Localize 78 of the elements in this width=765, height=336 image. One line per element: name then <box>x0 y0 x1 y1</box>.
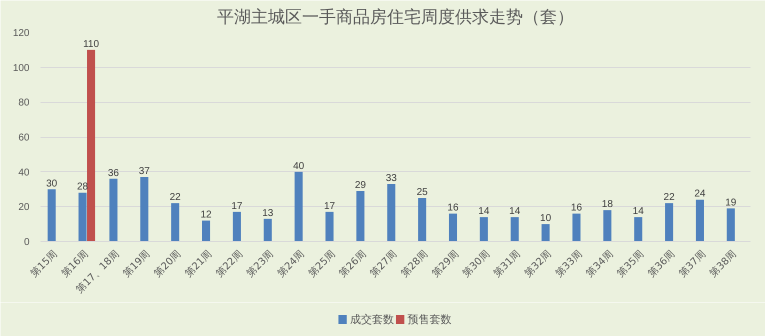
data-label: 14 <box>632 206 644 218</box>
y-tick-label: 40 <box>18 167 30 178</box>
bar <box>264 218 272 242</box>
bar <box>603 210 612 242</box>
data-label: 29 <box>354 180 366 191</box>
x-tick-label: 第32周 <box>522 248 554 280</box>
data-label: 24 <box>694 188 706 200</box>
bar <box>232 212 241 242</box>
x-tick-label: 第31周 <box>491 248 523 280</box>
x-tick-label: 第25周 <box>306 248 338 280</box>
y-tick-label: 80 <box>18 98 30 109</box>
data-label: 36 <box>108 168 120 179</box>
x-tick-label: 第15周 <box>28 248 60 280</box>
bar <box>448 214 458 242</box>
legend-label: 预售套数 <box>408 313 452 326</box>
x-tick-label: 第28周 <box>398 248 430 280</box>
data-label: 30 <box>46 178 58 190</box>
bar <box>480 217 488 242</box>
data-label: 14 <box>509 206 521 218</box>
data-label: 16 <box>570 202 582 214</box>
data-label: 110 <box>83 38 100 50</box>
data-label: 17 <box>324 200 336 212</box>
legend-label: 成交套数 <box>350 313 394 326</box>
bar <box>510 217 519 242</box>
x-tick-label: 第26周 <box>336 248 369 280</box>
bar <box>572 214 581 242</box>
x-tick-label: 第29周 <box>429 248 462 280</box>
data-label: 12 <box>200 210 212 221</box>
data-label: 14 <box>478 206 490 218</box>
bar <box>171 203 180 242</box>
x-tick-label: 第19周 <box>120 248 152 280</box>
bar <box>78 192 87 242</box>
chart-title: 平湖主城区一手商品房住宅周度供求走势（套） <box>217 8 574 28</box>
bar <box>387 184 396 242</box>
x-tick-label: 第22周 <box>213 248 246 280</box>
x-tick-label: 第36周 <box>646 248 678 280</box>
x-tick-label: 第38周 <box>707 248 739 280</box>
data-label: 33 <box>386 173 398 184</box>
bar <box>542 224 550 242</box>
data-label: 13 <box>262 208 274 219</box>
x-tick-label: 第21周 <box>182 248 214 280</box>
data-label: 37 <box>138 166 150 178</box>
bar <box>356 190 364 242</box>
x-tick-label: 第37周 <box>676 248 708 280</box>
x-tick-label: 第24周 <box>275 248 307 280</box>
y-tick-label: 0 <box>24 237 30 248</box>
bar <box>140 177 148 242</box>
bar <box>665 203 674 242</box>
bar <box>696 200 704 242</box>
bar <box>325 212 334 242</box>
x-tick-label: 第33周 <box>552 248 585 280</box>
bar <box>202 220 210 242</box>
bar <box>294 172 303 242</box>
x-tick-label: 第23周 <box>244 248 276 280</box>
x-tick-label: 第34周 <box>584 248 616 280</box>
data-label: 10 <box>540 213 552 224</box>
y-tick-label: 120 <box>12 28 30 39</box>
y-tick-label: 60 <box>18 132 30 144</box>
x-tick-label: 第20周 <box>152 248 184 280</box>
data-label: 25 <box>416 186 428 198</box>
data-label: 19 <box>725 197 737 208</box>
data-label: 40 <box>293 160 305 172</box>
y-tick-label: 100 <box>12 62 30 74</box>
data-label: 17 <box>231 200 243 212</box>
x-tick-label: 第27周 <box>368 248 400 280</box>
bar <box>109 178 118 242</box>
data-label: 18 <box>602 199 614 210</box>
bar <box>48 189 56 242</box>
bar <box>418 198 426 242</box>
data-label: 22 <box>170 192 182 204</box>
data-label: 16 <box>447 202 459 214</box>
bar <box>87 50 96 242</box>
bar <box>634 217 642 242</box>
x-tick-label: 第30周 <box>460 248 492 280</box>
data-label: 22 <box>664 192 676 204</box>
y-tick-label: 20 <box>18 202 30 214</box>
bar <box>726 208 735 242</box>
x-tick-label: 第35周 <box>614 248 646 280</box>
